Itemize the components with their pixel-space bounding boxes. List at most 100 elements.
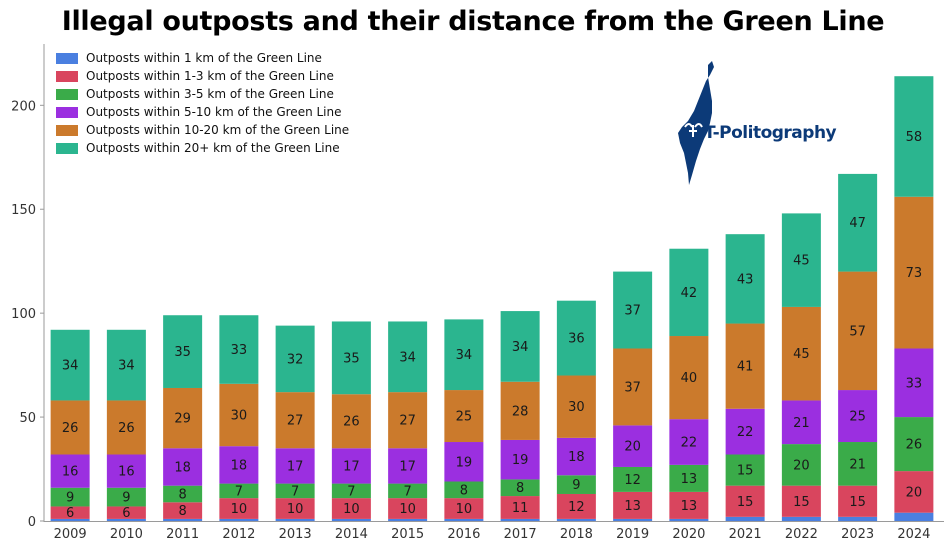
bar-segment <box>669 248 709 337</box>
data-label: 6 <box>66 506 74 521</box>
data-label: 37 <box>624 380 641 395</box>
data-label: 20 <box>793 458 810 473</box>
bar-segment <box>444 319 484 391</box>
bar-segment <box>613 466 653 492</box>
legend-swatch <box>56 106 78 118</box>
bar-segment <box>556 493 596 519</box>
x-tick-label: 2024 <box>897 527 930 542</box>
bar-segment <box>613 271 653 349</box>
bar-segment <box>725 408 765 455</box>
data-label: 8 <box>178 504 186 519</box>
y-tick-label: 0 <box>28 515 36 530</box>
bar-segment <box>894 512 934 521</box>
x-tick-label: 2019 <box>616 527 649 542</box>
data-label: 7 <box>291 484 299 499</box>
bar-segment <box>163 485 203 503</box>
data-label: 18 <box>174 460 191 475</box>
x-tick-label: 2015 <box>391 527 424 542</box>
x-tick-label: 2011 <box>166 527 199 542</box>
data-label: 37 <box>624 304 641 319</box>
bar-segment <box>781 213 821 307</box>
bar-segment <box>556 475 596 494</box>
data-label: 58 <box>906 130 923 145</box>
x-tick-label: 2009 <box>54 527 87 542</box>
data-label: 17 <box>399 459 416 474</box>
bar-segment <box>331 448 371 484</box>
data-label: 9 <box>572 478 580 493</box>
y-tick-label: 100 <box>11 307 36 322</box>
chart-axes <box>40 44 944 522</box>
bar-segment <box>219 483 259 499</box>
bar-segment <box>219 315 259 384</box>
bar-segment <box>331 394 371 449</box>
data-label: 19 <box>456 455 473 470</box>
x-tick-label: 2010 <box>110 527 143 542</box>
bar-segment <box>444 481 484 499</box>
legend-label: Outposts within 10-20 km of the Green Li… <box>86 123 350 137</box>
data-label: 27 <box>399 414 416 429</box>
y-tick-label: 200 <box>11 99 36 114</box>
bar-segment <box>613 491 653 519</box>
bar-segment <box>669 491 709 519</box>
data-label: 13 <box>624 499 641 514</box>
data-label: 10 <box>456 502 473 517</box>
x-tick-label: 2014 <box>335 527 368 542</box>
bar-segment <box>669 419 709 465</box>
data-label: 18 <box>568 450 585 465</box>
bar-segment <box>163 448 203 486</box>
data-label: 33 <box>231 343 248 358</box>
bar-segment <box>613 425 653 467</box>
y-tick-label: 50 <box>19 411 36 426</box>
bar-segment <box>219 383 259 447</box>
bar-segment <box>613 348 653 426</box>
bar-segment <box>725 234 765 324</box>
bar-segment <box>163 315 203 388</box>
bar-segment <box>106 487 146 507</box>
bar-segment <box>838 516 878 521</box>
bar-segment <box>219 498 259 519</box>
bar-segment <box>106 506 146 519</box>
data-label: 34 <box>399 350 416 365</box>
data-label: 10 <box>343 502 360 517</box>
bar-segment <box>388 483 428 499</box>
chart-title: Illegal outposts and their distance from… <box>61 6 885 37</box>
data-label: 47 <box>849 216 866 231</box>
bar-segment <box>556 437 596 476</box>
data-label: 34 <box>118 359 135 374</box>
bar-segment <box>669 518 709 521</box>
bar-segment <box>219 518 259 521</box>
bar-segment <box>331 321 371 395</box>
data-label: 8 <box>460 483 468 498</box>
data-label: 28 <box>512 404 529 419</box>
bar-segment <box>219 446 259 484</box>
data-label: 30 <box>231 409 248 424</box>
data-label: 16 <box>62 465 79 480</box>
bar-segment <box>894 417 934 472</box>
data-label: 19 <box>512 453 529 468</box>
data-label: 45 <box>793 254 810 269</box>
bar-segment <box>500 381 540 440</box>
data-label: 26 <box>906 438 923 453</box>
data-label: 17 <box>343 459 360 474</box>
data-label: 33 <box>906 376 923 391</box>
x-tick-label: 2020 <box>672 527 705 542</box>
bar-segment <box>331 498 371 519</box>
bar-segment <box>275 498 315 519</box>
data-label: 11 <box>512 501 529 516</box>
bar-segment <box>781 400 821 445</box>
data-label: 36 <box>568 332 585 347</box>
bar-segment <box>781 485 821 517</box>
data-label: 25 <box>849 410 866 425</box>
bar-segment <box>444 518 484 521</box>
bar-segment <box>613 518 653 521</box>
data-label: 34 <box>62 359 79 374</box>
bar-segment <box>669 464 709 492</box>
legend-item: Outposts within 1 km of the Green Line <box>56 49 349 67</box>
bar-segment <box>781 306 821 401</box>
israel-map-logo-icon <box>678 61 714 185</box>
legend-swatch <box>56 88 78 100</box>
data-label: 35 <box>343 351 360 366</box>
bar-segment <box>331 518 371 521</box>
y-tick-label: 150 <box>11 203 36 218</box>
data-label: 13 <box>681 472 698 487</box>
